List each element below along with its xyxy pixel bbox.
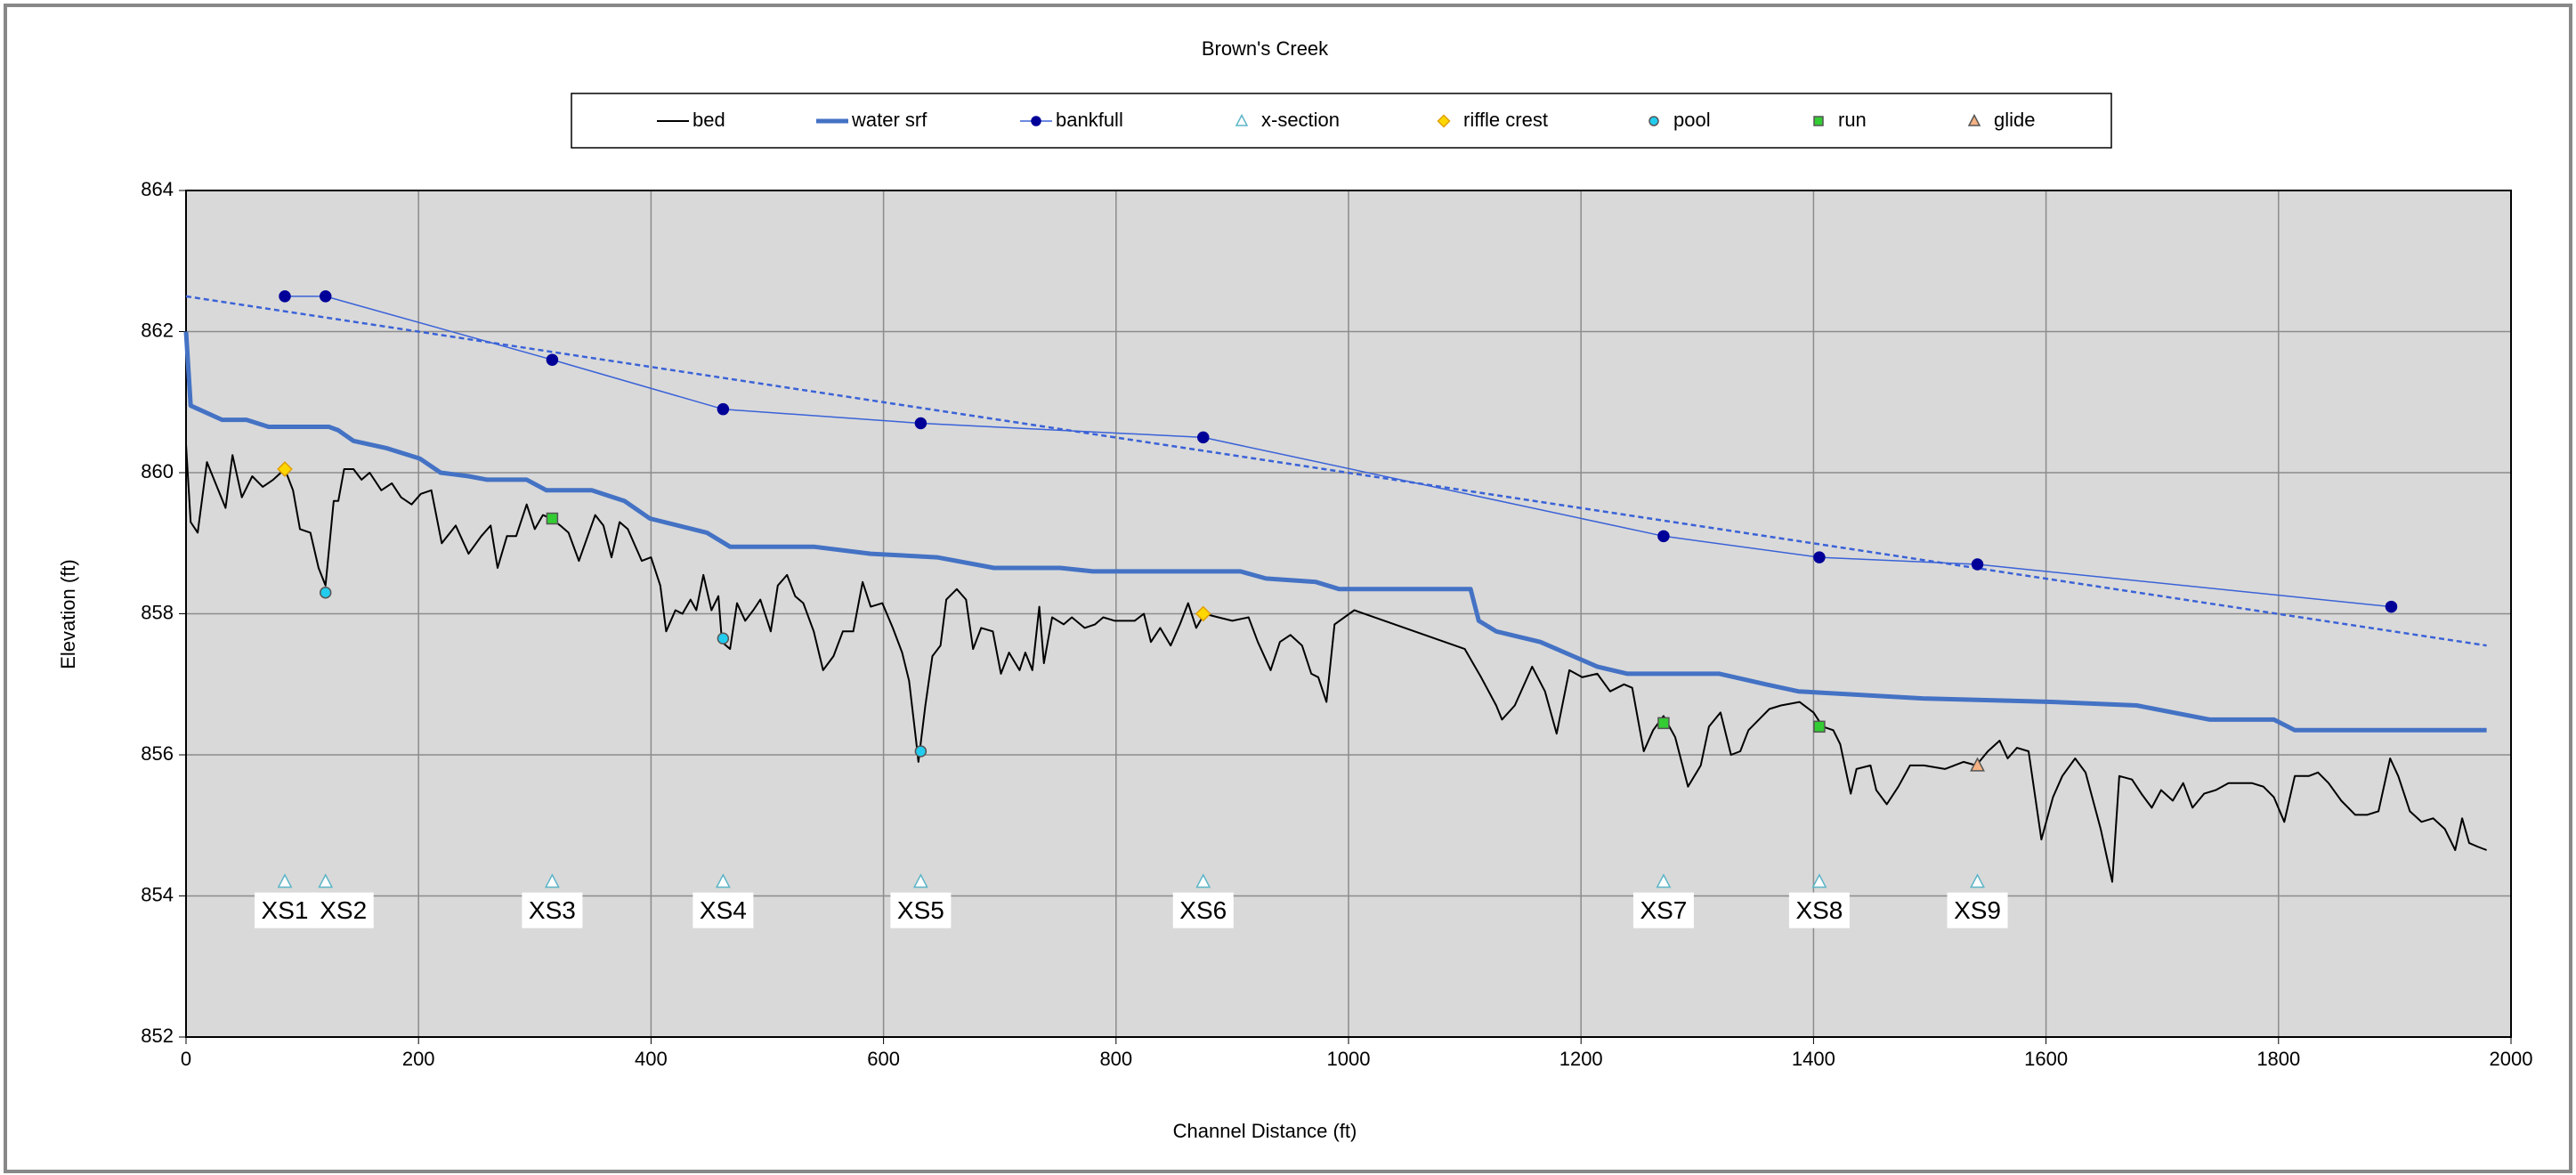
label-box — [1947, 892, 2008, 928]
marker — [546, 512, 559, 525]
marker — [319, 290, 332, 303]
label-box — [1788, 892, 1850, 928]
legend-label: pool — [1673, 109, 1711, 131]
x-tick-label: 1000 — [1327, 1048, 1371, 1070]
y-tick-label: 862 — [141, 319, 174, 341]
marker — [279, 290, 291, 303]
marker — [1971, 558, 1984, 571]
legend-label: x-section — [1261, 109, 1340, 131]
section-label: XS3 — [529, 896, 576, 924]
label-box — [312, 892, 374, 928]
y-axis-title: Elevation (ft) — [57, 559, 79, 669]
marker — [1970, 873, 1985, 888]
marker — [1657, 717, 1670, 730]
x-tick-label: 200 — [402, 1048, 435, 1070]
section-label: XS1 — [262, 896, 309, 924]
x-tick-label: 1600 — [2024, 1048, 2068, 1070]
marker — [1813, 720, 1826, 733]
label-box — [1172, 892, 1234, 928]
section-label: XS8 — [1795, 896, 1843, 924]
x-tick-label: 1400 — [1792, 1048, 1835, 1070]
marker — [1195, 605, 1211, 622]
y-tick-label: 860 — [141, 460, 174, 482]
x-tick-label: 2000 — [2490, 1048, 2533, 1070]
marker — [1197, 431, 1210, 444]
x-tick-label: 400 — [635, 1048, 668, 1070]
label-box — [522, 892, 583, 928]
marker — [717, 402, 730, 416]
legend-label: bankfull — [1056, 109, 1123, 131]
label-box — [255, 892, 316, 928]
legend-marker — [1437, 114, 1451, 128]
marker — [546, 353, 559, 366]
legend-label: riffle crest — [1463, 109, 1548, 131]
section-label: XS2 — [320, 896, 367, 924]
marker — [1656, 873, 1672, 888]
x-tick-label: 600 — [867, 1048, 900, 1070]
section-label: XS9 — [1954, 896, 2001, 924]
legend-label: glide — [1994, 109, 2035, 131]
marker — [1811, 873, 1827, 888]
y-tick-label: 856 — [141, 742, 174, 765]
series-line — [185, 444, 2487, 883]
series-line — [183, 331, 2487, 733]
marker — [1813, 551, 1826, 563]
section-label: XS7 — [1640, 896, 1687, 924]
marker — [1195, 873, 1211, 888]
section-label: XS6 — [1179, 896, 1227, 924]
section-label: XS4 — [700, 896, 747, 924]
marker — [2385, 600, 2398, 613]
marker — [914, 417, 928, 430]
y-tick-label: 858 — [141, 601, 174, 623]
legend-marker — [1967, 113, 1981, 126]
section-label: XS5 — [897, 896, 944, 924]
x-tick-label: 800 — [1099, 1048, 1132, 1070]
plot-border — [185, 190, 2512, 1038]
marker — [277, 461, 293, 477]
chart-title: Brown's Creek — [1202, 37, 1329, 60]
legend-marker — [1648, 116, 1659, 126]
marker — [912, 873, 928, 888]
x-tick-label: 0 — [181, 1048, 191, 1070]
legend-label: bed — [693, 109, 725, 131]
x-axis-title: Channel Distance (ft) — [1173, 1120, 1357, 1142]
y-tick-label: 864 — [141, 178, 174, 200]
trendline — [185, 295, 2487, 647]
marker — [1970, 757, 1985, 772]
y-tick-label: 854 — [141, 883, 174, 905]
label-box — [890, 892, 952, 928]
label-box — [693, 892, 754, 928]
marker — [318, 873, 334, 888]
legend-box — [571, 93, 2112, 149]
marker — [277, 873, 293, 888]
x-tick-label: 1800 — [2256, 1048, 2300, 1070]
x-tick-label: 1200 — [1559, 1048, 1603, 1070]
marker — [544, 873, 560, 888]
label-box — [1632, 892, 1694, 928]
series-line — [285, 296, 2392, 608]
legend-marker — [1235, 113, 1249, 126]
marker — [914, 745, 928, 758]
y-tick-label: 852 — [141, 1025, 174, 1047]
legend-marker — [1813, 116, 1824, 126]
marker — [319, 586, 332, 599]
legend-label: water srf — [851, 109, 928, 131]
legend-label: run — [1838, 109, 1867, 131]
marker — [717, 632, 730, 644]
marker — [715, 873, 731, 888]
legend-marker — [1031, 116, 1041, 126]
marker — [1657, 530, 1670, 543]
